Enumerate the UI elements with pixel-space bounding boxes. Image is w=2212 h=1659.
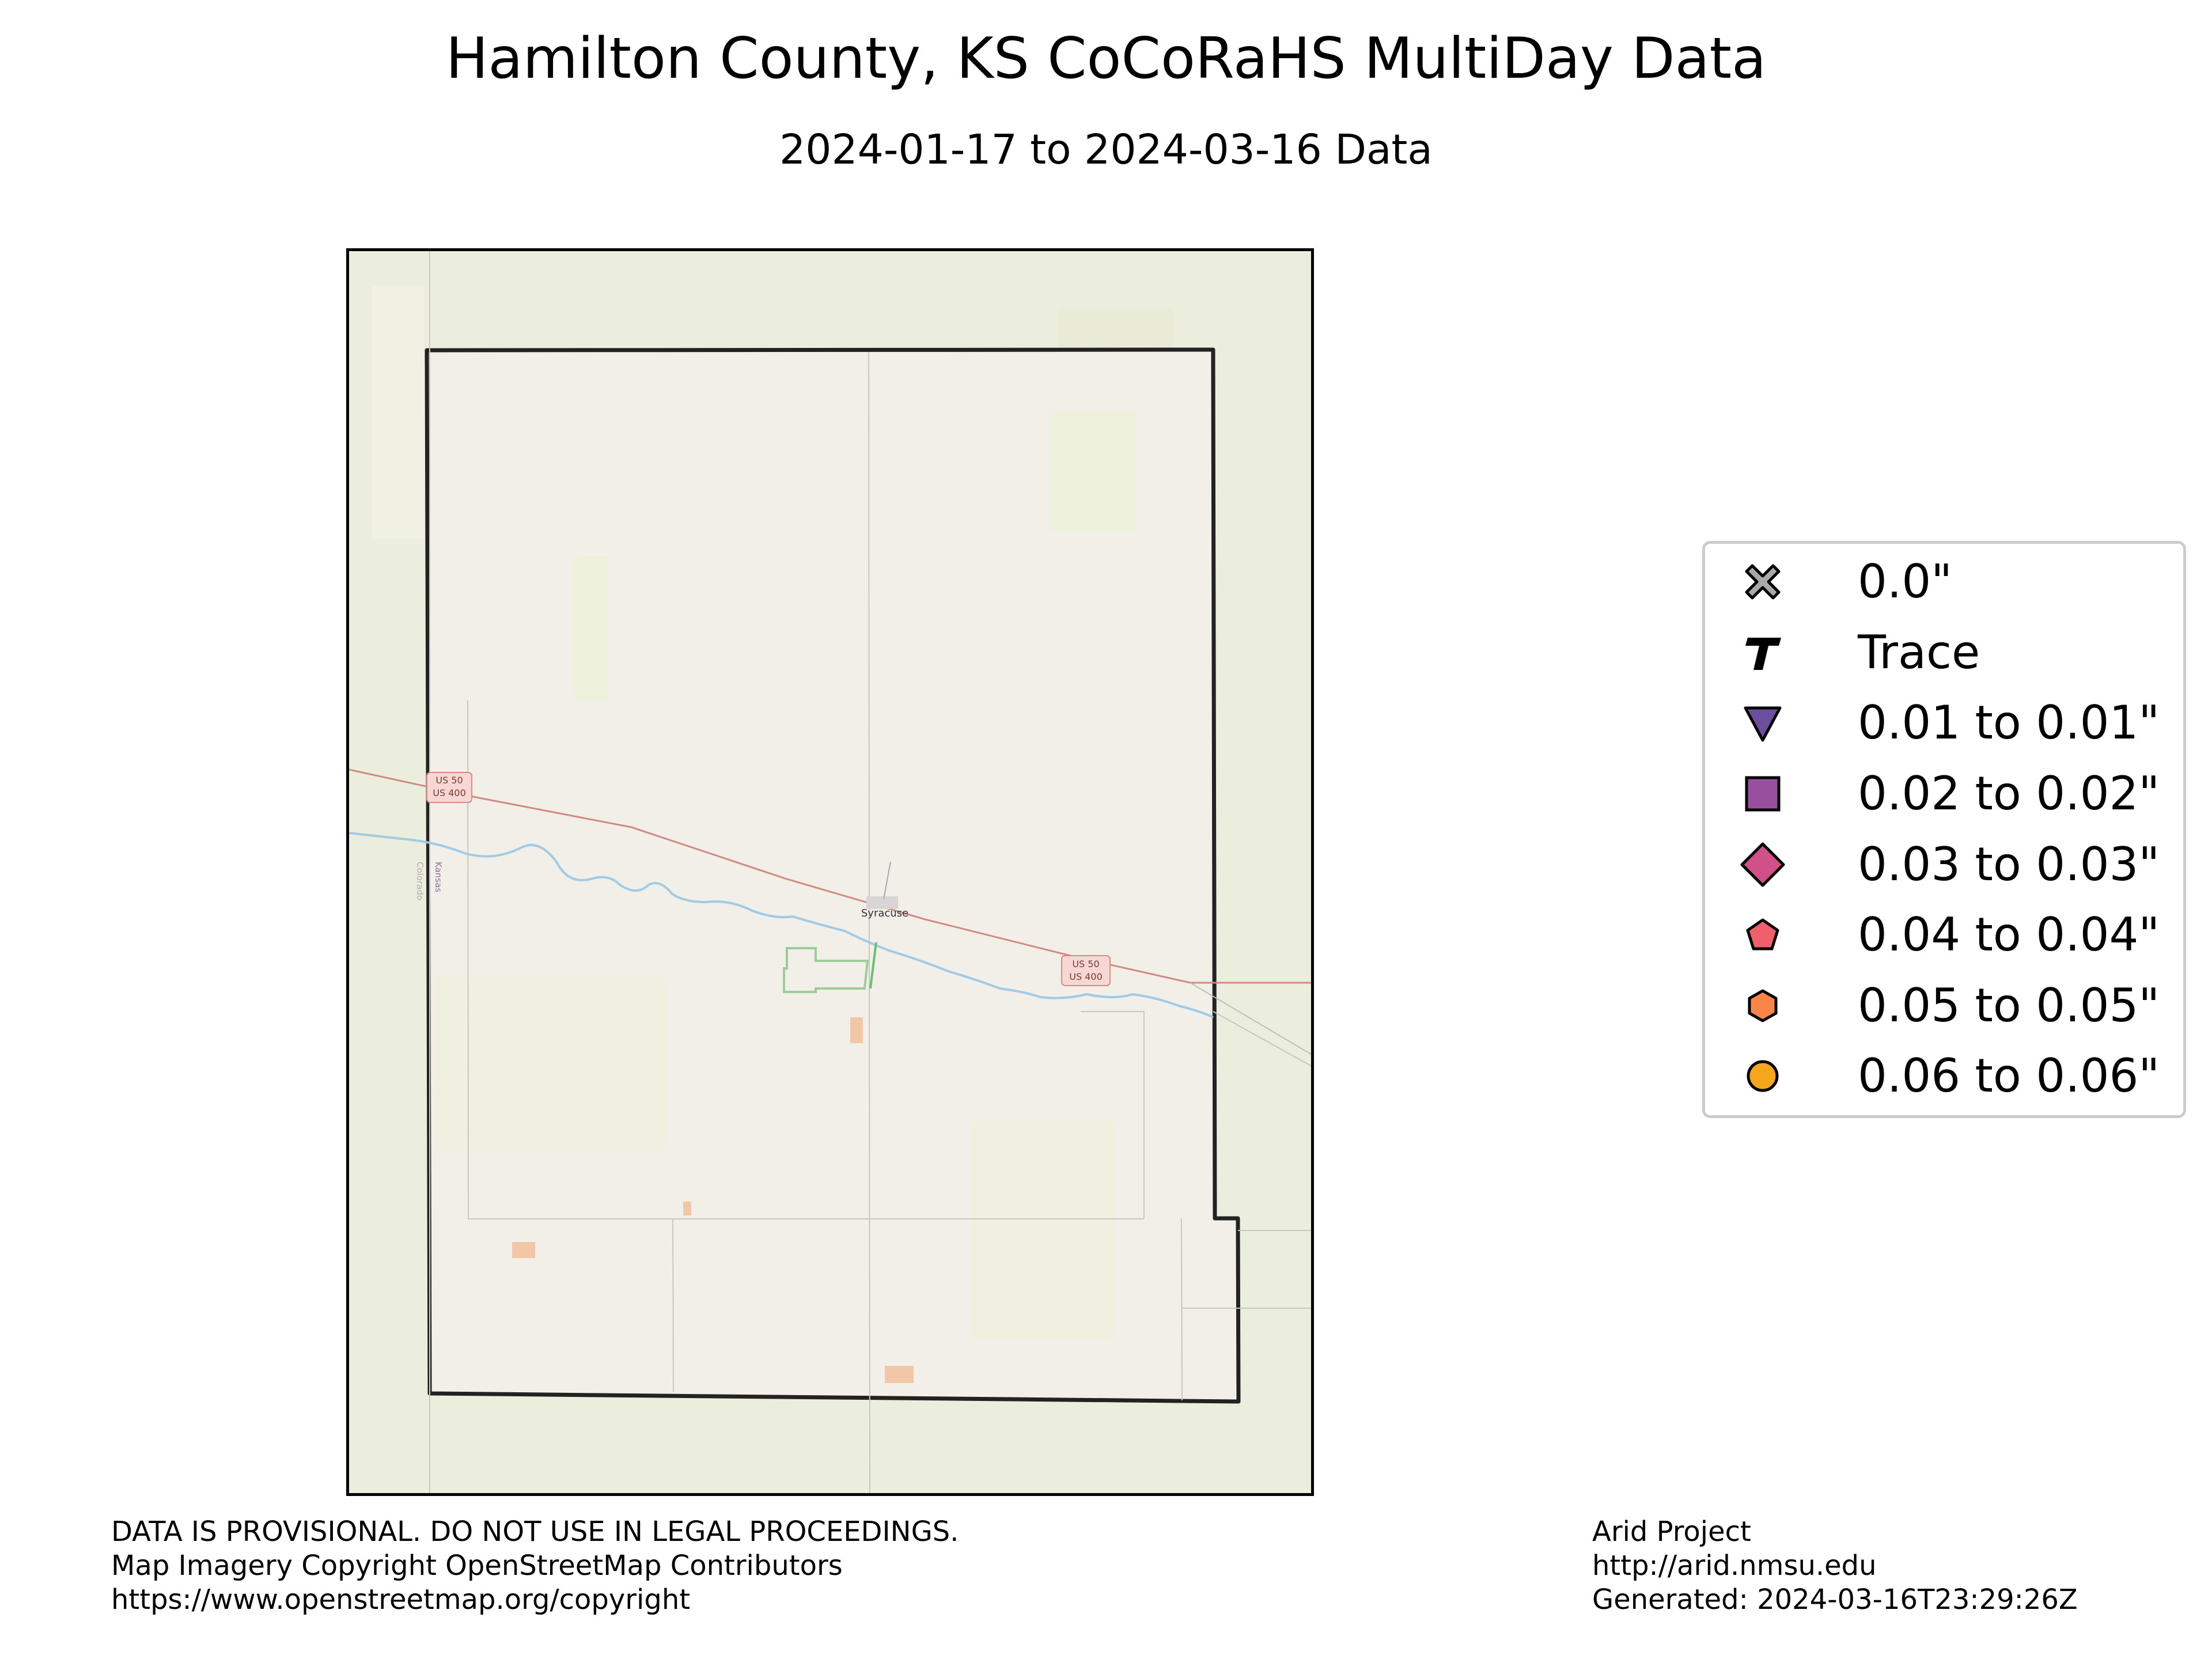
svg-text:US 400: US 400 <box>1069 971 1103 982</box>
poi-spot <box>683 1202 691 1215</box>
field-patch <box>372 286 424 539</box>
legend-label: 0.02 to 0.02" <box>1858 767 2160 820</box>
field-patch <box>435 977 666 1150</box>
legend-label: 0.0" <box>1858 555 1953 608</box>
svg-text:US 50: US 50 <box>435 775 463 786</box>
footer-line: DATA IS PROVISIONAL. DO NOT USE IN LEGAL… <box>111 1516 959 1548</box>
x-marker-icon <box>1745 564 1781 600</box>
footer-line: Map Imagery Copyright OpenStreetMap Cont… <box>111 1550 843 1582</box>
legend-label: 0.03 to 0.03" <box>1858 838 2160 891</box>
poi-spot <box>512 1242 535 1258</box>
footer-line: https://www.openstreetmap.org/copyright <box>111 1584 691 1616</box>
legend-item-005: 0.05 to 0.05" <box>1705 971 2183 1040</box>
state-label-colorado: Colorado <box>415 862 425 900</box>
field-patch <box>574 556 608 700</box>
legend-item-zero: 0.0" <box>1705 547 2183 616</box>
legend-item-004: 0.04 to 0.04" <box>1705 900 2183 969</box>
pentagon-marker-icon <box>1746 918 1779 950</box>
footer-line: Generated: 2024-03-16T23:29:26Z <box>1592 1584 2078 1616</box>
basemap: US 50 US 400 US 50 US 400 Syracuse Kansa… <box>349 251 1311 1493</box>
river <box>349 832 1214 1018</box>
legend-label: 0.06 to 0.06" <box>1858 1049 2160 1103</box>
hexagon-marker-icon <box>1748 989 1778 1022</box>
legend-label: Trace <box>1858 626 1980 679</box>
legend-item-002: 0.02 to 0.02" <box>1705 759 2183 828</box>
circle-marker-icon <box>1747 1060 1779 1092</box>
airport-runway <box>883 861 891 900</box>
footer-credits: Arid Project http://arid.nmsu.edu Genera… <box>1592 1515 2078 1617</box>
diamond-marker-icon <box>1740 842 1785 887</box>
park-outline <box>783 947 869 993</box>
svg-text:US 400: US 400 <box>433 787 466 798</box>
legend-item-006: 0.06 to 0.06" <box>1705 1041 2183 1111</box>
park-path <box>869 942 877 989</box>
map-subtitle: 2024-01-17 to 2024-03-16 Data <box>779 126 1433 173</box>
legend-label: 0.05 to 0.05" <box>1858 979 2160 1032</box>
square-marker-icon <box>1745 776 1781 812</box>
highway-shield-west: US 50 US 400 <box>426 772 472 803</box>
town-area <box>866 896 898 909</box>
highway-us50 <box>349 768 1311 984</box>
highway-shield-east: US 50 US 400 <box>1061 955 1111 986</box>
map-panel: US 50 US 400 US 50 US 400 Syracuse Kansa… <box>346 248 1314 1496</box>
map-title: Hamilton County, KS CoCoRaHS MultiDay Da… <box>445 26 1767 92</box>
town-label: Syracuse <box>861 907 908 919</box>
state-label-kansas: Kansas <box>433 862 444 892</box>
map-legend: 0.0" Trace 0.01 to 0.01" 0.02 to 0.02" 0… <box>1702 541 2186 1118</box>
poi-spot <box>885 1366 914 1383</box>
field-patch <box>1049 411 1135 532</box>
footer-line: http://arid.nmsu.edu <box>1592 1550 1877 1582</box>
footer-disclaimer: DATA IS PROVISIONAL. DO NOT USE IN LEGAL… <box>111 1515 959 1617</box>
svg-text:US 50: US 50 <box>1072 959 1099 969</box>
legend-label: 0.04 to 0.04" <box>1858 908 2160 961</box>
legend-item-trace: Trace <box>1705 618 2183 687</box>
legend-item-003: 0.03 to 0.03" <box>1705 830 2183 899</box>
footer-line: Arid Project <box>1592 1516 1751 1548</box>
triangle-down-marker-icon <box>1744 706 1782 742</box>
legend-item-001: 0.01 to 0.01" <box>1705 688 2183 757</box>
field-patch <box>971 1121 1115 1340</box>
t-marker-icon <box>1745 638 1781 670</box>
poi-spot <box>850 1017 863 1043</box>
legend-label: 0.01 to 0.01" <box>1858 696 2160 749</box>
railroad <box>1190 982 1311 1055</box>
